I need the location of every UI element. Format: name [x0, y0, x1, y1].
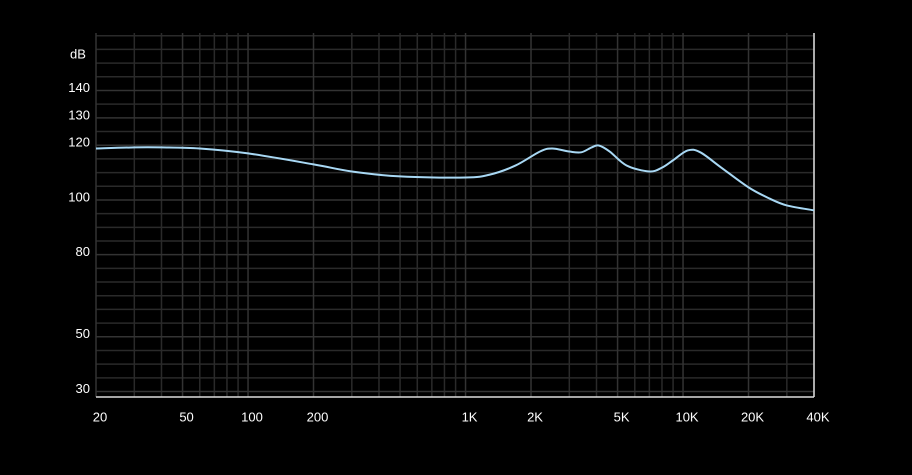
- y-tick-label: 80: [76, 244, 90, 259]
- x-tick-label: 10K: [675, 409, 698, 424]
- x-tick-label: 5K: [614, 409, 630, 424]
- y-tick-label: 140: [68, 80, 90, 95]
- x-tick-label: 200: [307, 409, 329, 424]
- x-tick-label: 20K: [741, 409, 764, 424]
- y-tick-label: 50: [76, 326, 90, 341]
- y-axis-label: dB: [70, 46, 86, 61]
- y-tick-label: 100: [68, 189, 90, 204]
- x-tick-label: 2K: [527, 409, 543, 424]
- y-tick-label: 130: [68, 107, 90, 122]
- x-tick-label: 1K: [462, 409, 478, 424]
- x-tick-label: 40K: [806, 409, 829, 424]
- grid: [95, 33, 815, 397]
- x-tick-label: 50: [179, 409, 193, 424]
- response-curve: [95, 144, 815, 212]
- x-tick-label: 20: [93, 409, 107, 424]
- x-tick-label: 100: [241, 409, 263, 424]
- y-tick-label: 120: [68, 135, 90, 150]
- y-tick-label: 30: [76, 381, 90, 396]
